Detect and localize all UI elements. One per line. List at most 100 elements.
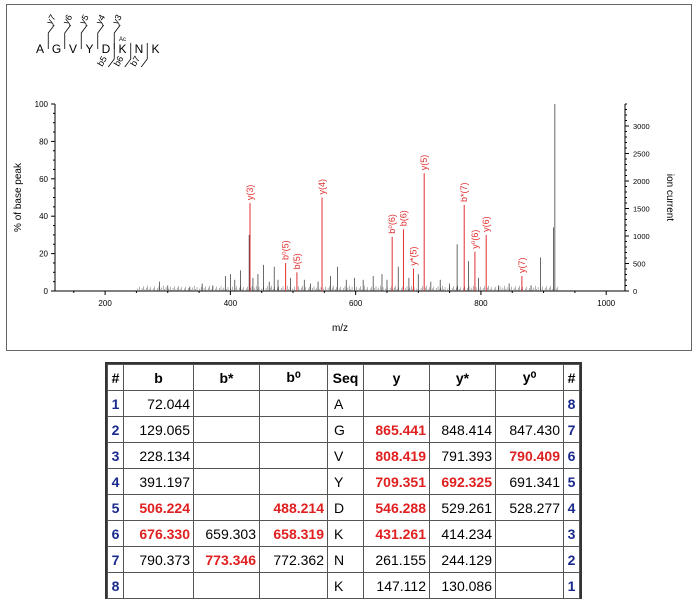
y-ion-value: 431.261 <box>363 520 430 547</box>
y-star-value: 791.393 <box>429 442 496 469</box>
y-ion-bracket <box>80 24 88 49</box>
b-ion-value <box>123 572 194 599</box>
row-index: 3 <box>107 442 124 469</box>
peak-label: y(7) <box>517 258 527 274</box>
y2-tick-label: 1000 <box>633 232 650 241</box>
y-tick-label: 100 <box>35 100 49 109</box>
table-header-row: # b b* b⁰ Seq y y* y⁰ # <box>107 364 580 391</box>
col-header-index: # <box>107 364 124 391</box>
peak-label: y⁰(6) <box>470 230 480 249</box>
peak-label: y(3) <box>245 185 255 201</box>
y-tick-label: 20 <box>39 250 48 259</box>
y-ion-value: 709.351 <box>363 468 430 495</box>
col-header-b-zero: b⁰ <box>259 364 328 391</box>
sequence-residue: Y <box>85 42 93 56</box>
y-zero-value: 691.341 <box>495 468 564 495</box>
row-index-right: 5 <box>563 468 580 495</box>
row-index: 1 <box>107 390 124 417</box>
y-ion-label: y3 <box>110 13 123 26</box>
col-header-y-star: y* <box>429 364 496 391</box>
x-tick-label: 800 <box>474 299 488 308</box>
peak-label: b(6) <box>398 210 408 226</box>
sequence-residue: G <box>327 416 364 443</box>
y-ion-value: 147.112 <box>363 572 430 599</box>
row-index: 6 <box>107 520 124 547</box>
y-star-value: 244.129 <box>429 546 496 573</box>
y-star-value: 130.086 <box>429 572 496 599</box>
row-index: 2 <box>107 416 124 443</box>
x-tick-label: 400 <box>224 299 238 308</box>
b-ion-value: 129.065 <box>123 416 194 443</box>
b-zero-value: 772.362 <box>259 546 328 573</box>
y-zero-value <box>495 572 564 599</box>
sequence-residue: A <box>327 390 364 417</box>
b-star-value <box>193 442 260 469</box>
x-tick-label: 1000 <box>597 299 615 308</box>
peak-label: y(4) <box>317 179 327 195</box>
row-index: 8 <box>107 572 124 599</box>
b-star-value <box>193 494 260 521</box>
y2-tick-label: 2500 <box>633 150 650 159</box>
y-ion-bracket <box>97 24 105 49</box>
y-zero-value: 847.430 <box>495 416 564 443</box>
y-ion-bracket <box>64 24 72 49</box>
y-star-value: 692.325 <box>429 468 496 495</box>
y-tick-label: 40 <box>39 212 48 221</box>
y-ion-label: y4 <box>94 13 107 26</box>
y-ion-value: 261.155 <box>363 546 430 573</box>
sequence-residue: G <box>52 42 61 56</box>
y-tick-label: 0 <box>44 287 49 296</box>
y-zero-value <box>495 520 564 547</box>
y-zero-value: 790.409 <box>495 442 564 469</box>
sequence-residue: K <box>327 572 364 599</box>
row-index: 5 <box>107 494 124 521</box>
row-index-right: 4 <box>563 494 580 521</box>
sequence-residue: K <box>151 42 159 56</box>
sequence-residue: K <box>118 42 126 56</box>
table-row: 1 72.044 A 8 <box>107 390 580 417</box>
row-index-right: 7 <box>563 416 580 443</box>
y-tick-label: 60 <box>39 175 48 184</box>
y-ion-value: 865.441 <box>363 416 430 443</box>
sequence-residue: V <box>327 442 364 469</box>
row-index-right: 6 <box>563 442 580 469</box>
peak-label: y*(5) <box>408 247 418 266</box>
x-tick-label: 200 <box>98 299 112 308</box>
col-header-y: y <box>363 364 430 391</box>
peak-label: b*(7) <box>459 182 469 202</box>
b-zero-value <box>259 572 328 599</box>
y-ion-value <box>363 390 430 417</box>
fragment-table: # b b* b⁰ Seq y y* y⁰ # 1 72.044 A 8 2 129.06… <box>105 362 582 599</box>
row-index-right: 1 <box>563 572 580 599</box>
y-ion-label: y6 <box>61 13 74 26</box>
y-ion-label: y5 <box>77 13 90 26</box>
b-ion-label: b7 <box>128 54 142 68</box>
y-ion-value: 546.288 <box>363 494 430 521</box>
table-row: 2 129.065 G 865.441 848.414 847.430 7 <box>107 416 580 443</box>
b-ion-bracket <box>124 43 132 68</box>
sequence-residue: V <box>69 42 77 56</box>
row-index-right: 2 <box>563 546 580 573</box>
modification-label: Ac <box>119 37 126 43</box>
table-row: 7 790.373 773.346 772.362 N 261.155 244.129 2 <box>107 546 580 573</box>
b-star-value: 659.303 <box>193 520 260 547</box>
col-header-b-star: b* <box>193 364 260 391</box>
b-ion-value: 72.044 <box>123 390 194 417</box>
b-star-value <box>193 572 260 599</box>
b-ion-value: 676.330 <box>123 520 194 547</box>
b-ion-label: b5 <box>95 54 109 68</box>
sequence-residue: N <box>327 546 364 573</box>
b-zero-value: 658.319 <box>259 520 328 547</box>
b-ion-value: 228.134 <box>123 442 194 469</box>
peak-label: b(5) <box>292 253 302 269</box>
b-ion-value: 506.224 <box>123 494 194 521</box>
y-axis-label: % of base peak <box>13 162 24 232</box>
y2-tick-label: 3000 <box>633 122 650 131</box>
sequence-residue: N <box>135 42 144 56</box>
table-row: 4 391.197 Y 709.351 692.325 691.341 5 <box>107 468 580 495</box>
table-row: 5 506.224 488.214 D 546.288 529.261 528.277 4 <box>107 494 580 521</box>
table-row: 8 K 147.112 130.086 1 <box>107 572 580 599</box>
b-zero-value <box>259 468 328 495</box>
y-star-value: 414.234 <box>429 520 496 547</box>
